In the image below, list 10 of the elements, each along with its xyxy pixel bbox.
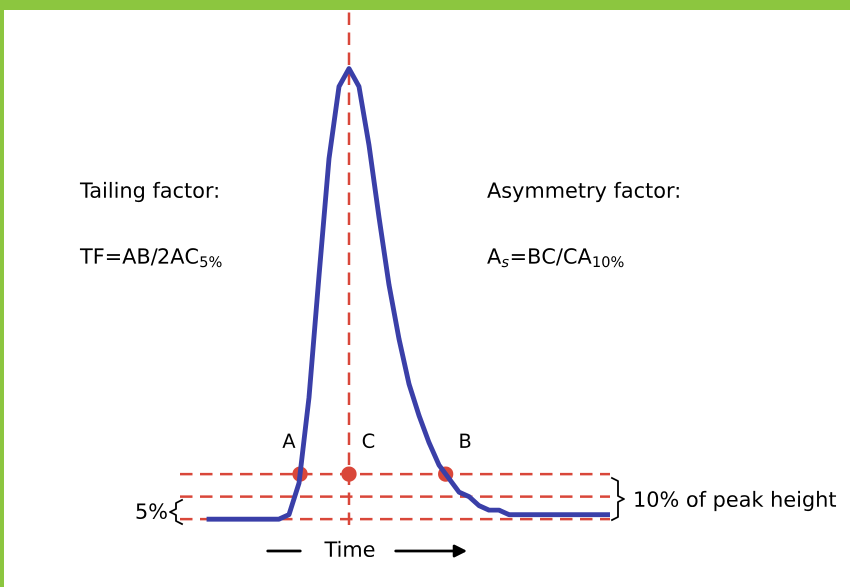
annotation: Tailing factor: [80,182,218,202]
annotation: A$_{s}$=BC/CA$_{10%}$ [487,248,624,268]
annotation: A [282,434,296,448]
annotation: Asymmetry factor: [487,182,679,202]
text: 10% of peak height [635,490,836,512]
text: 5% [136,503,167,520]
annotation: C [362,433,374,448]
annotation: TF=AB/2AC$_{5%}$ [80,248,222,268]
x-axis-title: Time [324,540,374,558]
annotation: B [460,434,470,448]
